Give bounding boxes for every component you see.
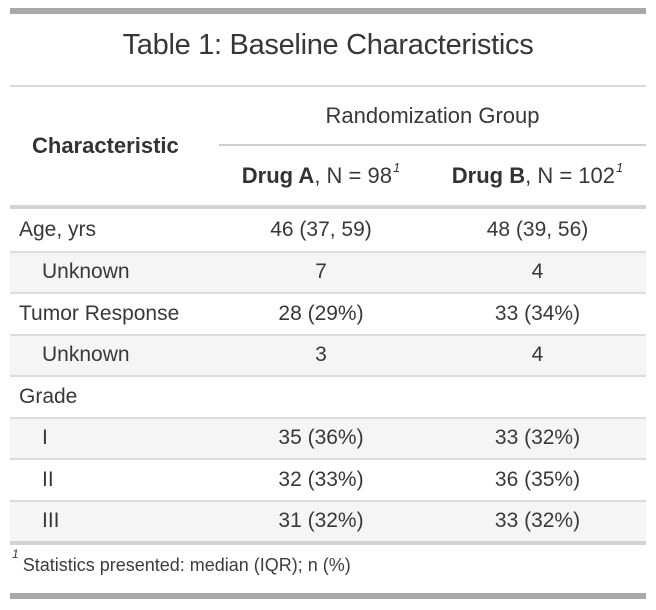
table-row-grade-1: I 35 (36%) 33 (32%) — [10, 416, 646, 458]
row-label: Age, yrs — [19, 217, 97, 241]
table-row-age: Age, yrs 46 (37, 59) 48 (39, 56) — [10, 209, 646, 251]
row-label: Tumor Response — [19, 301, 180, 325]
cell-drug-a: 46 (37, 59) — [270, 217, 372, 241]
footnote-text: Statistics presented: median (IQR); n (%… — [22, 555, 351, 575]
spanner-label: Randomization Group — [325, 102, 540, 128]
cell-drug-a: 7 — [315, 260, 327, 284]
cell-drug-b: 4 — [531, 260, 544, 284]
stub-header-characteristic: Characteristic — [32, 133, 179, 158]
table-row-grade: Grade — [10, 375, 646, 417]
col-header-drug-a-n: , N = 98 — [314, 162, 392, 188]
table-row-grade-3: III 31 (32%) 33 (32%) — [10, 499, 646, 541]
table-row-tumor-unknown: Unknown 3 4 — [10, 333, 646, 375]
row-label: III — [42, 509, 60, 533]
table-row-grade-2: II 32 (33%) 36 (35%) — [10, 458, 646, 500]
col-header-drug-a-name: Drug A — [241, 162, 315, 188]
cell-drug-b: 33 (32%) — [494, 509, 581, 533]
row-label: I — [42, 426, 48, 450]
table-title: Table 1: Baseline Characteristics — [122, 29, 534, 61]
cell-drug-b: 4 — [531, 343, 544, 367]
col-header-drug-a: Drug A, N = 98 1 — [241, 159, 401, 188]
footnote: 1Statistics presented: median (IQR); n (… — [10, 545, 646, 593]
col-header-drug-b-name: Drug B — [451, 162, 526, 188]
row-label: Unknown — [42, 343, 130, 367]
cell-drug-b: 33 (34%) — [494, 301, 581, 325]
spanner-randomization-group: Randomization Group — [219, 87, 646, 146]
bottom-accent-bar — [10, 593, 646, 599]
cell-drug-a: 31 (32%) — [278, 509, 364, 533]
footnote-marker: 1 — [12, 547, 19, 561]
table-row-tumor-response: Tumor Response 28 (29%) 33 (34%) — [10, 292, 646, 334]
col-header-drug-b: Drug B, N = 102 1 — [451, 159, 624, 188]
cell-drug-a: 35 (36%) — [278, 426, 364, 450]
table-body: Age, yrs 46 (37, 59) 48 (39, 56) Unknown… — [10, 209, 646, 545]
row-label: II — [42, 467, 54, 491]
cell-drug-a: 28 (29%) — [278, 301, 364, 325]
summary-table: Characteristic Randomization Group Drug … — [10, 85, 646, 593]
cell-drug-a: 32 (33%) — [278, 467, 364, 491]
cell-drug-b: 33 (32%) — [494, 426, 581, 450]
cell-drug-a: 3 — [315, 343, 327, 367]
col-header-drug-b-n: , N = 102 — [525, 162, 615, 188]
top-accent-bar — [10, 8, 646, 14]
row-label: Unknown — [42, 260, 130, 284]
cell-drug-b: 48 (39, 56) — [486, 217, 589, 241]
cell-drug-b: 36 (35%) — [494, 467, 581, 491]
table-row-age-unknown: Unknown 7 4 — [10, 250, 646, 292]
table-header: Characteristic Randomization Group Drug … — [10, 87, 646, 209]
row-label: Grade — [19, 384, 78, 408]
